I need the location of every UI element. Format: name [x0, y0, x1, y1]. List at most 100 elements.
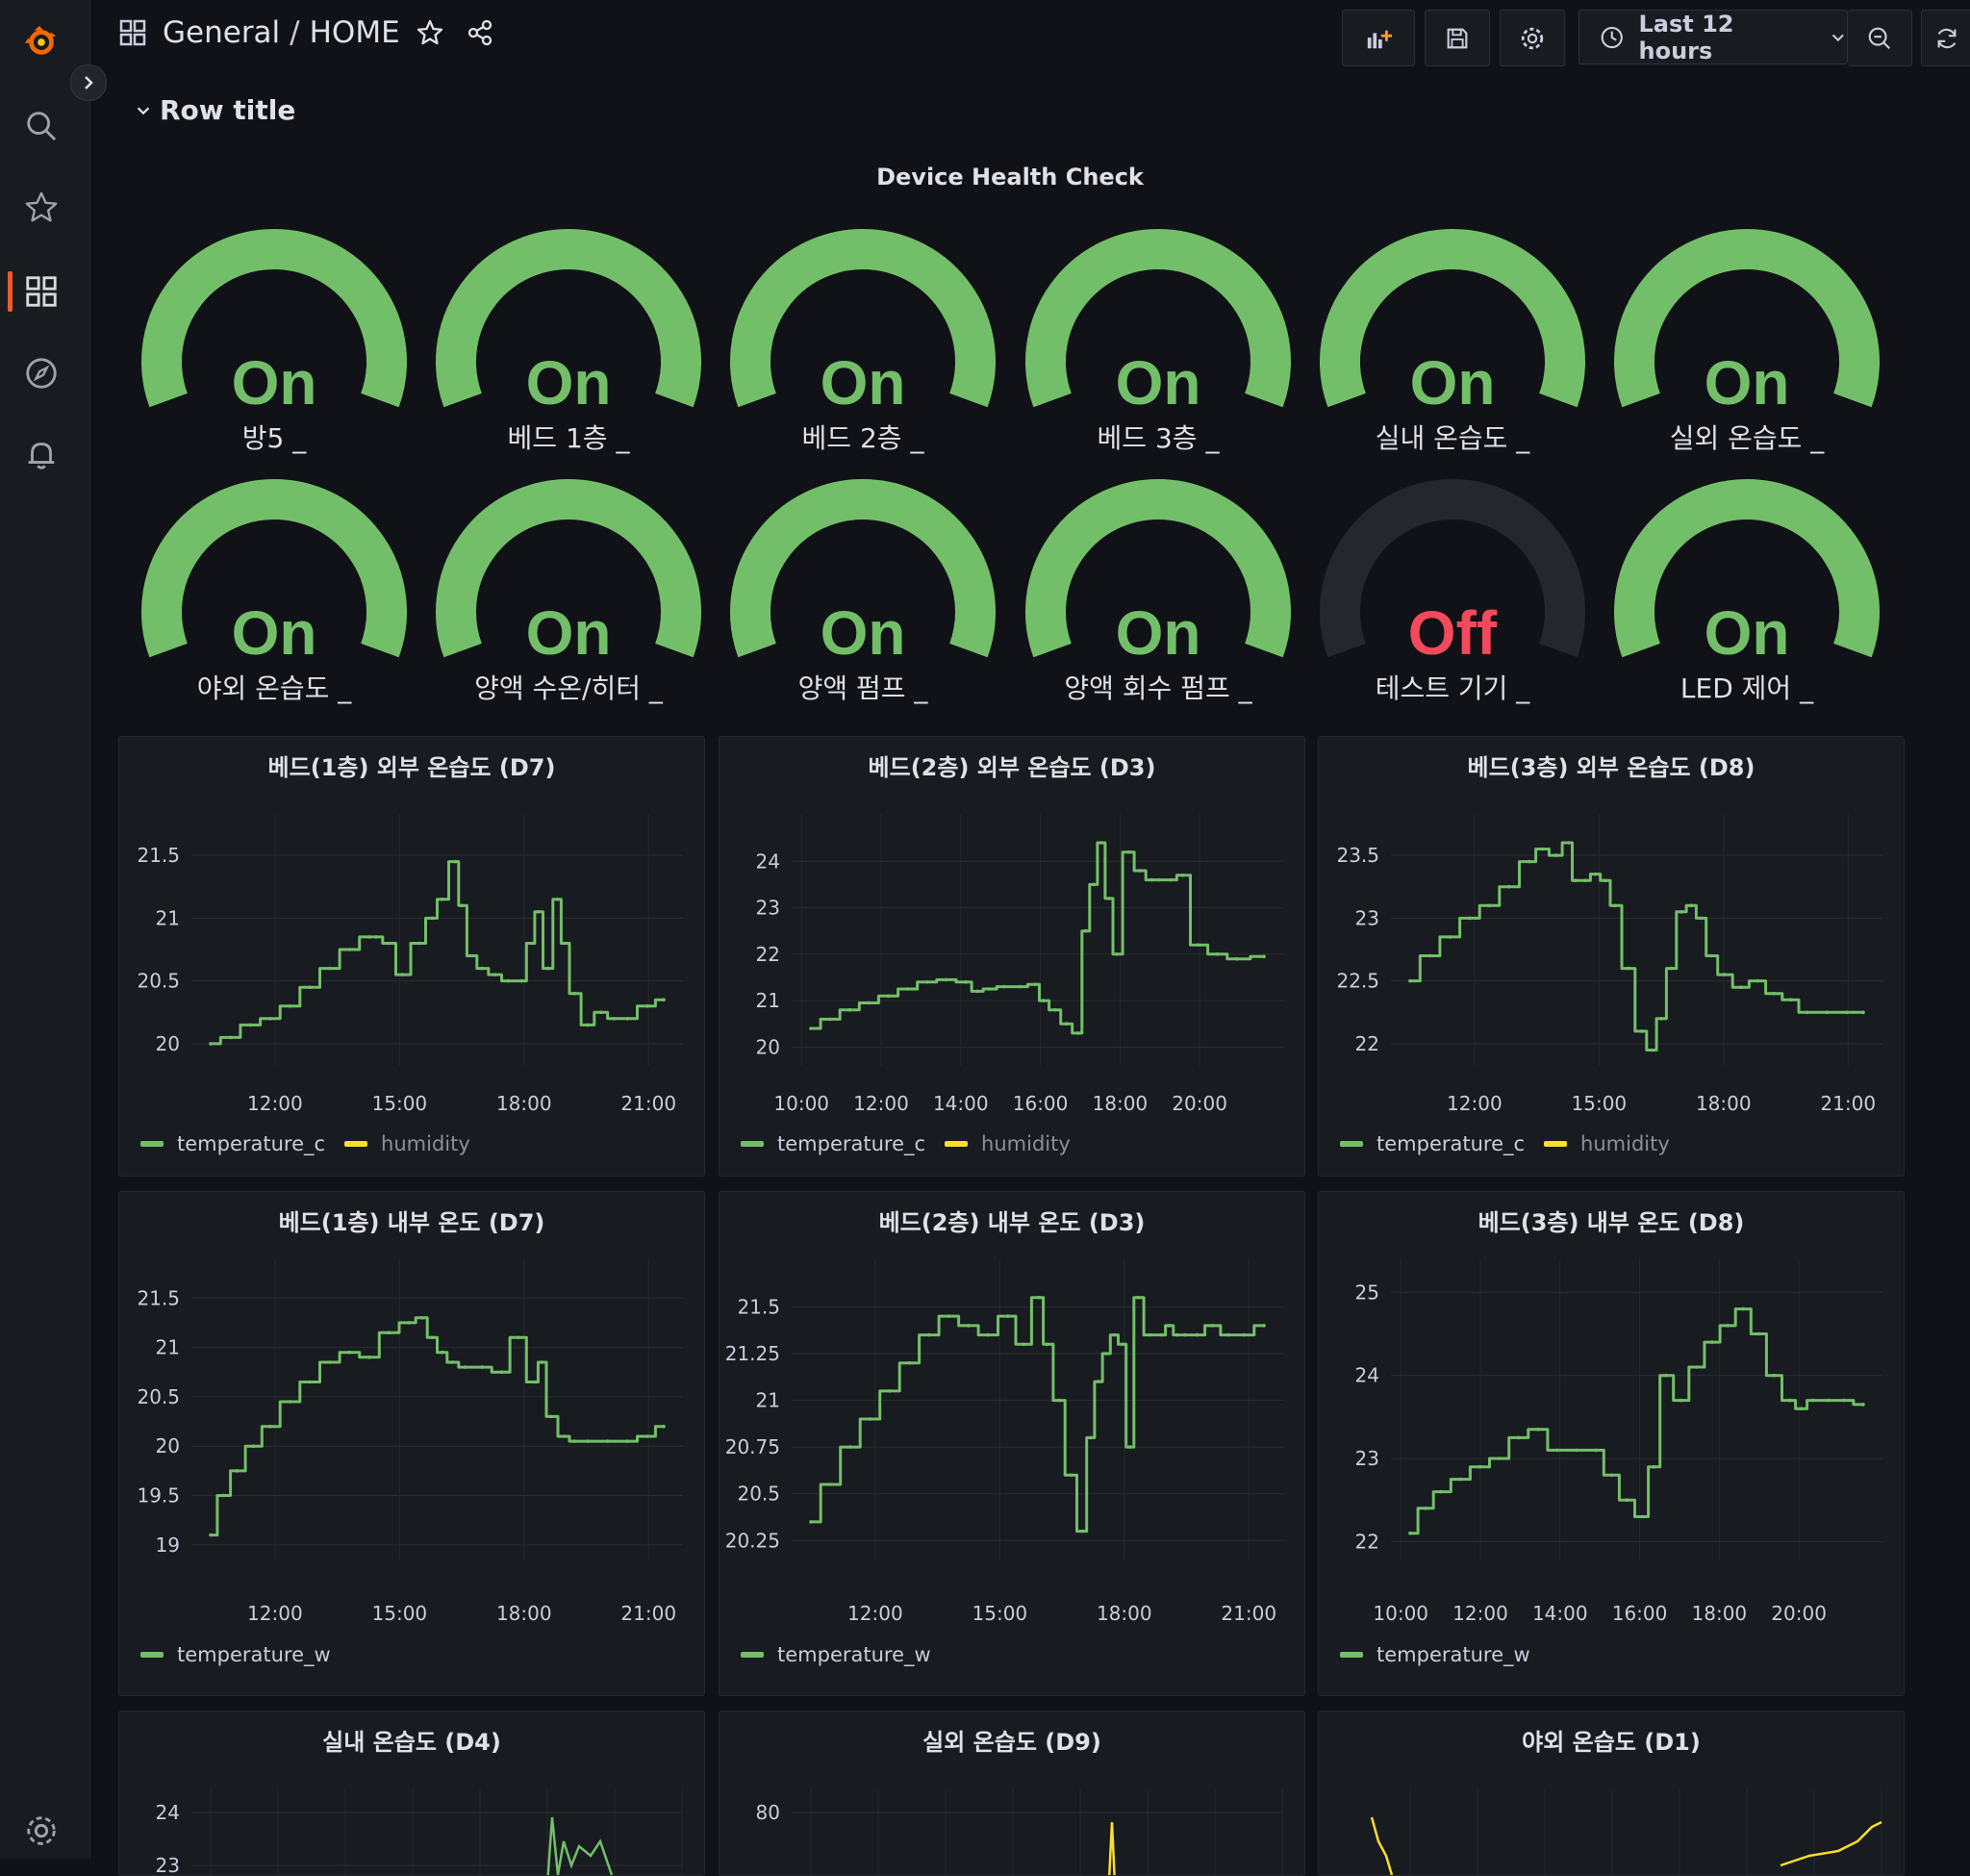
data-point [1555, 1448, 1559, 1453]
expand-menu-button[interactable] [70, 64, 107, 101]
device-gauge: On 베드 3층 _ [1023, 227, 1293, 458]
panel-legend: temperature_w [741, 1643, 950, 1666]
data-point [1669, 966, 1674, 971]
graph-panel[interactable]: 베드(1층) 외부 온습도 (D7) 21.5 21 20.5 20 12:00 15:00… [118, 736, 705, 1177]
data-point [1107, 897, 1111, 900]
legend-label: humidity [381, 1132, 470, 1155]
gauge-fill [1025, 228, 1291, 408]
row-title: Row title [160, 94, 296, 126]
refresh-button[interactable] [1921, 10, 1970, 66]
breadcrumb-folder[interactable]: General [163, 15, 281, 50]
plot-area: 21.5 21 20.5 20 19.5 19 12:00 15:00 18:00 21:00 [137, 1259, 683, 1625]
data-point [828, 1483, 833, 1486]
graph-panel[interactable]: 베드(3층) 외부 온습도 (D8) 23.5 23 22.5 22 12:00 15:00… [1318, 736, 1905, 1177]
y-tick-label: 23.5 [1336, 844, 1379, 867]
legend-item[interactable]: temperature_w [741, 1643, 931, 1666]
panel-legend: temperature_c humidity [1340, 1132, 1689, 1155]
data-point [1640, 1514, 1645, 1519]
data-point [1112, 1332, 1117, 1337]
star-icon[interactable] [21, 188, 62, 228]
panel-title: 실외 온습도 (D9) [922, 1729, 1101, 1756]
x-tick-label: 12:00 [247, 1602, 303, 1625]
y-tick-label: 21 [156, 906, 180, 929]
plot-area: 23.5 23 22.5 22 12:00 15:00 18:00 21:00 [1336, 814, 1882, 1115]
data-point [986, 1332, 991, 1337]
y-tick-label: 19.5 [137, 1484, 180, 1508]
y-tick-label: 80 [756, 1801, 780, 1824]
data-point [1575, 1448, 1579, 1453]
data-point [248, 1023, 253, 1027]
data-point [1553, 853, 1558, 857]
data-point [222, 1493, 226, 1498]
data-point [907, 1360, 912, 1365]
y-tick-label: 22 [1355, 1530, 1379, 1553]
data-point [1262, 1324, 1266, 1328]
legend-item[interactable]: humidity [344, 1132, 470, 1155]
star-outline-icon[interactable] [416, 18, 444, 47]
gauge-fill [1614, 478, 1880, 658]
grafana-logo-icon[interactable] [21, 21, 62, 62]
dashboards-icon[interactable] [21, 271, 62, 312]
gauge-arc [141, 228, 407, 408]
alerting-icon[interactable] [21, 435, 62, 475]
row-header[interactable]: Row title [135, 94, 295, 126]
y-tick-label: 23 [756, 897, 780, 920]
time-range-picker[interactable]: Last 12 hours [1579, 10, 1848, 64]
breadcrumb-dashboard[interactable]: HOME [309, 15, 400, 50]
gauge-fill [436, 228, 701, 408]
data-point [1710, 1340, 1714, 1344]
gauge-arc [141, 478, 407, 658]
series-line [546, 1816, 614, 1875]
add-panel-button[interactable] [1342, 10, 1415, 66]
legend-label: temperature_w [777, 1643, 931, 1666]
legend-swatch [741, 1141, 764, 1147]
x-tick-label: 20:00 [1771, 1602, 1827, 1625]
device-gauge: Off 테스트 기기 _ [1318, 477, 1587, 708]
series-line [811, 1296, 1264, 1534]
legend-item[interactable]: humidity [945, 1132, 1071, 1155]
graph-panel[interactable]: 베드(3층) 내부 온도 (D8) 25 24 23 22 10:00 12:00 14:00… [1318, 1191, 1905, 1696]
save-dashboard-button[interactable] [1425, 10, 1490, 66]
data-point [1157, 877, 1162, 882]
data-point [1799, 1407, 1804, 1410]
legend-swatch [1340, 1652, 1363, 1658]
gauge-arc [436, 478, 701, 658]
gauge-arc [1025, 228, 1291, 408]
graph-panel[interactable]: 야외 온습도 (D1) [1318, 1711, 1905, 1876]
search-icon[interactable] [21, 106, 62, 146]
legend-item[interactable]: temperature_c [741, 1132, 925, 1155]
settings-icon[interactable] [21, 1811, 62, 1851]
legend-item[interactable]: temperature_w [140, 1643, 331, 1666]
graph-panel[interactable]: 베드(2층) 내부 온도 (D3) 21.5 21.25 21 20.75 20.5 20.… [719, 1191, 1305, 1696]
legend-item[interactable]: temperature_c [140, 1132, 325, 1155]
data-point [1709, 953, 1713, 958]
y-tick-label: 19 [156, 1534, 180, 1557]
graph-panel[interactable]: 베드(1층) 내부 온도 (D7) 21.5 21 20.5 20 19.5 19 12:00… [118, 1191, 705, 1696]
legend-item[interactable]: temperature_w [1340, 1643, 1530, 1666]
y-tick-label: 21.5 [137, 844, 180, 867]
graph-panel[interactable]: 실내 온습도 (D4) 24 23 [118, 1711, 705, 1876]
legend-item[interactable]: humidity [1544, 1132, 1670, 1155]
data-point [1211, 1324, 1215, 1328]
data-point [586, 1023, 590, 1027]
data-point [308, 985, 312, 989]
gauge-label: 방5 _ [241, 422, 307, 454]
zoom-out-button[interactable] [1848, 10, 1912, 66]
data-point [1772, 1373, 1777, 1378]
gauge-arc [730, 478, 996, 658]
health-check-title: Device Health Check [876, 164, 1144, 190]
legend-item[interactable]: temperature_c [1340, 1132, 1525, 1155]
data-point [1037, 1295, 1042, 1300]
graph-panel[interactable]: 베드(2층) 외부 온습도 (D3) 24 23 22 21 20 10:00 12:00 14… [719, 736, 1305, 1177]
share-icon[interactable] [466, 18, 494, 47]
dashboard-settings-button[interactable] [1500, 10, 1565, 66]
legend-swatch [1340, 1141, 1363, 1147]
data-point [540, 1360, 543, 1364]
data-point [328, 1360, 332, 1364]
data-point [1516, 1435, 1521, 1440]
data-point [1805, 1010, 1809, 1015]
chevron-down-icon [137, 107, 150, 114]
graph-panel[interactable]: 실외 온습도 (D9) 80 [719, 1711, 1305, 1876]
data-point [1089, 1435, 1093, 1440]
explore-icon[interactable] [21, 353, 62, 393]
